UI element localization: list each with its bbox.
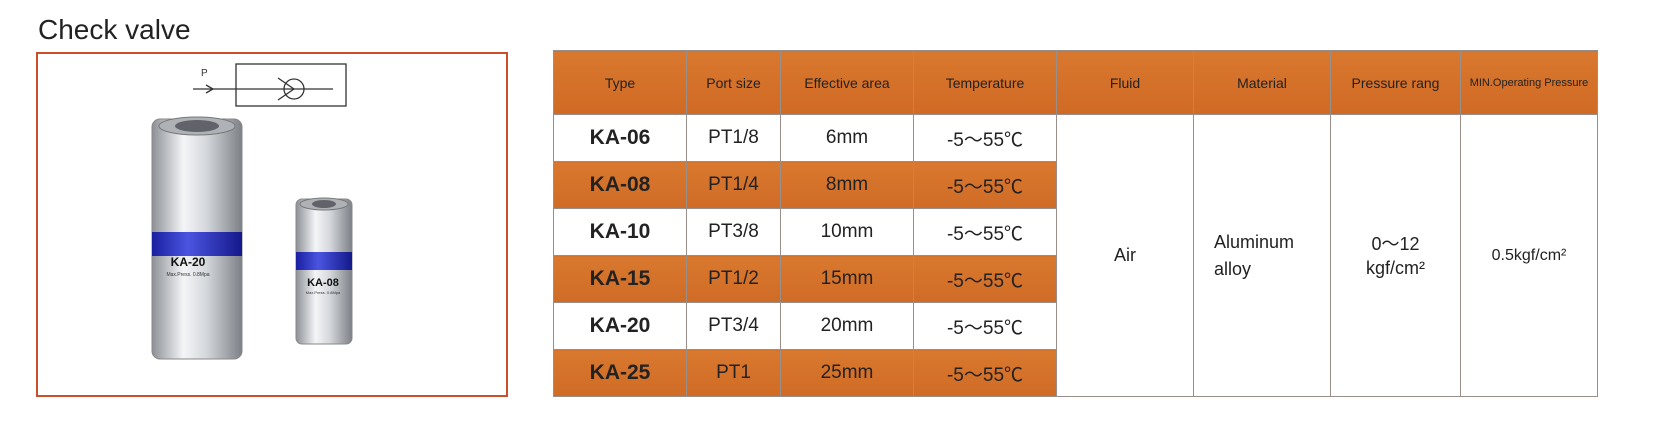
valve-note: Max.Press. 0.8Mpa [306,290,341,295]
cell-line: kgf/cm² [1365,257,1425,278]
spec-table: Type Port size Effective area Temperature Fl… [553,50,1598,397]
header-cell: Port size [686,50,781,115]
body-cell: PT1/4 [686,161,781,209]
table-row: KA-25 PT1 25mm -5～55℃ [553,349,1598,397]
page-title: Check valve [38,14,191,45]
body-cell: 8mm [780,161,914,209]
header-cell: Material [1193,50,1331,115]
valve-note: Max.Press. 0.8Mpa [166,272,209,278]
table-row: KA-06 PT1/8 6mm -5～55℃ Air Aluminum alloy 0～12 k… [553,114,1598,397]
header-cell: MIN.Operating Pressure [1460,50,1598,115]
body-cell: -5～55℃ [913,255,1057,303]
body-cell: -5～55℃ [913,349,1057,397]
body-cell: PT1 [686,349,781,397]
valve-label: KA-20 [171,255,206,269]
body-cell: -5～55℃ [913,302,1057,350]
body-cell: -5～55℃ [913,114,1057,162]
header-cell: Effective area [780,50,914,115]
body-cell: 25mm [780,349,914,397]
product-illustration: P KA-20 Max.Press. 0.8Mpa KA-08 Max.Pres… [151,63,353,360]
type-cell: KA-08 [553,161,687,209]
type-cell: KA-25 [553,349,687,397]
body-cell: PT3/8 [686,208,781,256]
body-cell: 20mm [780,302,914,350]
table-row: KA-15 PT1/2 15mm -5～55℃ [553,255,1598,303]
body-cell: 6mm [780,114,914,162]
body-cell: PT3/4 [686,302,781,350]
pressure-cell: 0～12 kgf/cm² [1330,114,1461,397]
cell-line: Aluminum [1214,231,1295,252]
header-cell: Fluid [1056,50,1194,115]
type-cell: KA-20 [553,302,687,350]
body-cell: -5～55℃ [913,208,1057,256]
type-cell: KA-15 [553,255,687,303]
header-cell: Type [553,50,687,115]
large-valve: KA-20 Max.Press. 0.8Mpa [151,116,243,360]
header-cell: Pressure rang [1330,50,1461,115]
header-row: Type Port size Effective area Temperature Fl… [553,50,1598,115]
min-pressure-cell: 0.5kgf/cm² [1460,114,1598,397]
body-cell: 15mm [780,255,914,303]
cell-line: 0～12 [1371,233,1420,254]
small-valve: KA-08 Max.Press. 0.8Mpa [295,197,353,345]
product-image: P KA-20 Max.Press. 0.8Mpa KA-08 Max.Pres… [36,52,508,397]
valve-symbol: P [193,63,347,107]
type-cell: KA-06 [553,114,687,162]
body-cell: PT1/8 [686,114,781,162]
body-cell: 10mm [780,208,914,256]
cell-line: alloy [1214,258,1252,279]
type-cell: KA-10 [553,208,687,256]
body-cell: -5～55℃ [913,161,1057,209]
valve-label: KA-08 [307,277,339,289]
fluid-cell: Air [1056,114,1194,397]
header-cell: Temperature [913,50,1057,115]
symbol-label: P [201,68,208,79]
body-cell: PT1/2 [686,255,781,303]
material-cell: Aluminum alloy [1193,114,1331,397]
table-row: KA-08 PT1/4 8mm -5～55℃ [553,161,1598,209]
